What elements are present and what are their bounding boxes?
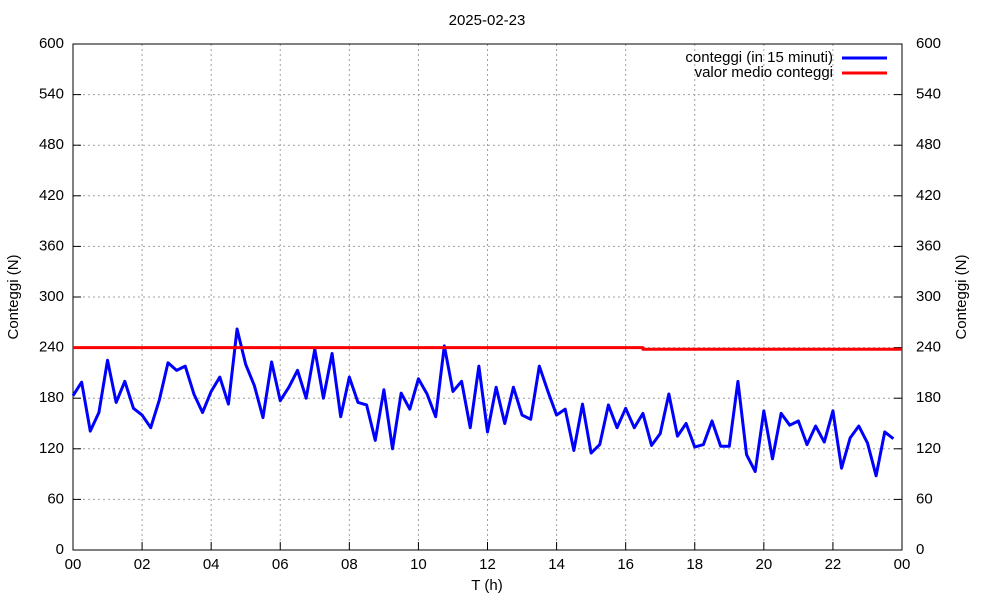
x-tick-label: 22	[825, 556, 842, 573]
y-tick-label: 180	[39, 389, 64, 406]
y2-tick-label: 240	[916, 339, 941, 356]
y-tick-label: 600	[39, 35, 64, 52]
legend-label: conteggi (in 15 minuti)	[685, 49, 833, 66]
plot-frame	[72, 43, 903, 551]
x-tick-label: 02	[134, 556, 151, 573]
x-tick-label: 18	[686, 556, 703, 573]
y-tick-label: 420	[39, 187, 64, 204]
data-line	[71, 327, 895, 478]
y-tick-label: 60	[47, 490, 64, 507]
y2-tick-label: 540	[916, 86, 941, 103]
y-axis-label: Conteggi (N)	[5, 254, 22, 339]
y-tick-label: 540	[39, 86, 64, 103]
x-tick-label: 06	[272, 556, 289, 573]
x-tick-label: 04	[203, 556, 220, 573]
y-tick-label: 240	[39, 339, 64, 356]
data-line	[73, 346, 902, 351]
legend-label: valor medio conteggi	[695, 64, 833, 81]
x-tick-label: 08	[341, 556, 358, 573]
y2-tick-label: 300	[916, 288, 941, 305]
x-tick-label: 14	[548, 556, 565, 573]
x-tick-label: 10	[410, 556, 427, 573]
x-tick-label: 20	[755, 556, 772, 573]
y2-tick-label: 0	[916, 541, 924, 558]
y-tick-label: 120	[39, 440, 64, 457]
y2-tick-label: 480	[916, 136, 941, 153]
y2-tick-label: 420	[916, 187, 941, 204]
y-tick-label: 480	[39, 136, 64, 153]
y2-tick-label: 120	[916, 440, 941, 457]
y2-tick-label: 180	[916, 389, 941, 406]
y2-tick-label: 360	[916, 237, 941, 254]
y2-tick-label: 60	[916, 490, 933, 507]
x-tick-label: 12	[479, 556, 496, 573]
y-tick-label: 360	[39, 237, 64, 254]
chart-title: 2025-02-23	[449, 12, 526, 29]
x-tick-label: 00	[65, 556, 82, 573]
y2-tick-label: 600	[916, 35, 941, 52]
x-tick-label: 16	[617, 556, 634, 573]
y-tick-label: 300	[39, 288, 64, 305]
y2-axis-label: Conteggi (N)	[953, 254, 970, 339]
x-axis-label: T (h)	[471, 577, 502, 594]
y-tick-label: 0	[56, 541, 64, 558]
x-tick-label: 00	[894, 556, 911, 573]
